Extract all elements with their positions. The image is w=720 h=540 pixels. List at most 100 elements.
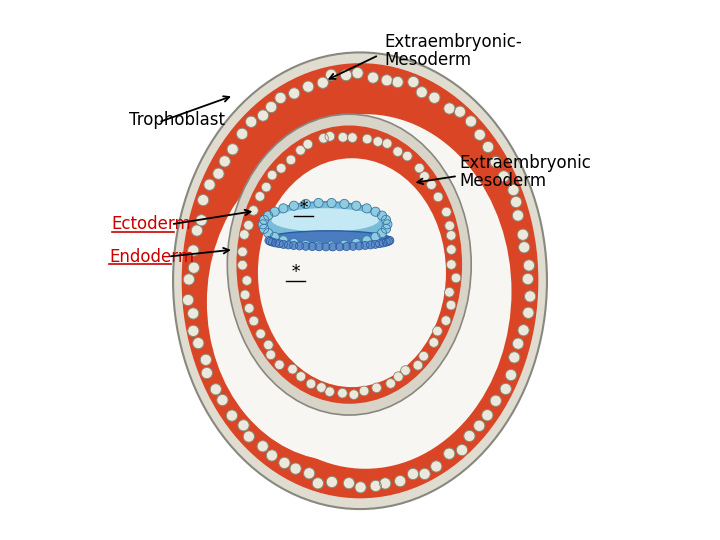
- Circle shape: [302, 242, 310, 251]
- Text: Endoderm: Endoderm: [109, 247, 194, 266]
- Circle shape: [508, 184, 519, 195]
- Circle shape: [377, 228, 387, 238]
- Circle shape: [474, 129, 485, 140]
- Circle shape: [498, 171, 509, 182]
- Circle shape: [187, 308, 199, 319]
- Circle shape: [279, 240, 287, 248]
- Circle shape: [238, 260, 247, 270]
- Circle shape: [371, 232, 380, 241]
- Circle shape: [238, 247, 248, 256]
- Circle shape: [384, 238, 392, 245]
- Circle shape: [325, 69, 337, 80]
- Circle shape: [210, 384, 222, 395]
- Circle shape: [359, 386, 369, 396]
- Circle shape: [393, 147, 402, 157]
- Circle shape: [327, 198, 336, 207]
- Circle shape: [518, 241, 530, 253]
- Ellipse shape: [207, 144, 470, 461]
- Circle shape: [301, 199, 310, 208]
- Circle shape: [329, 243, 337, 251]
- Circle shape: [446, 300, 456, 310]
- Circle shape: [256, 329, 266, 339]
- Circle shape: [301, 240, 310, 249]
- Circle shape: [366, 241, 374, 249]
- Circle shape: [306, 379, 316, 389]
- Circle shape: [325, 387, 335, 396]
- Circle shape: [444, 103, 455, 114]
- Circle shape: [319, 133, 328, 143]
- Text: Extraembryonic: Extraembryonic: [459, 153, 591, 172]
- Circle shape: [500, 383, 511, 395]
- Ellipse shape: [271, 208, 379, 232]
- Circle shape: [490, 157, 501, 168]
- Circle shape: [279, 457, 290, 469]
- Circle shape: [284, 241, 292, 249]
- Circle shape: [201, 367, 212, 379]
- Circle shape: [395, 475, 406, 487]
- Circle shape: [386, 379, 395, 388]
- Circle shape: [270, 232, 279, 241]
- Circle shape: [276, 164, 286, 173]
- Circle shape: [355, 482, 366, 493]
- Circle shape: [510, 197, 522, 208]
- Circle shape: [192, 225, 202, 236]
- Circle shape: [419, 352, 428, 361]
- Circle shape: [258, 220, 267, 229]
- Circle shape: [441, 316, 451, 326]
- Circle shape: [413, 360, 423, 370]
- Circle shape: [289, 238, 299, 247]
- Circle shape: [420, 172, 429, 181]
- Circle shape: [373, 137, 383, 146]
- Circle shape: [381, 75, 392, 86]
- Circle shape: [289, 201, 299, 210]
- Circle shape: [275, 240, 283, 248]
- Circle shape: [226, 410, 238, 421]
- Circle shape: [351, 201, 361, 210]
- Circle shape: [474, 420, 485, 431]
- Circle shape: [446, 245, 456, 254]
- Circle shape: [267, 170, 277, 180]
- Circle shape: [296, 145, 305, 155]
- Circle shape: [382, 215, 391, 225]
- Circle shape: [377, 211, 387, 220]
- Circle shape: [343, 477, 354, 489]
- Circle shape: [379, 239, 387, 247]
- Circle shape: [349, 242, 357, 251]
- Circle shape: [219, 156, 230, 167]
- Circle shape: [266, 238, 274, 245]
- Circle shape: [456, 444, 468, 456]
- Circle shape: [188, 325, 199, 336]
- Circle shape: [257, 441, 269, 452]
- Text: Mesoderm: Mesoderm: [384, 51, 472, 70]
- Ellipse shape: [228, 114, 471, 415]
- Circle shape: [266, 450, 278, 461]
- Circle shape: [419, 468, 431, 480]
- Circle shape: [275, 92, 286, 104]
- Circle shape: [362, 236, 372, 245]
- Circle shape: [338, 388, 347, 398]
- Circle shape: [338, 132, 348, 142]
- Circle shape: [523, 307, 534, 319]
- Circle shape: [351, 238, 361, 247]
- Circle shape: [341, 70, 351, 81]
- Circle shape: [240, 230, 249, 239]
- Circle shape: [408, 76, 419, 87]
- Circle shape: [244, 303, 254, 313]
- Circle shape: [193, 338, 204, 349]
- Circle shape: [394, 372, 403, 382]
- Circle shape: [279, 204, 288, 213]
- Circle shape: [296, 372, 306, 381]
- Circle shape: [408, 468, 418, 480]
- Circle shape: [454, 106, 466, 117]
- Circle shape: [416, 86, 428, 98]
- Circle shape: [271, 239, 279, 247]
- Circle shape: [243, 431, 254, 442]
- Circle shape: [236, 128, 248, 139]
- Circle shape: [382, 139, 392, 148]
- Circle shape: [523, 260, 534, 271]
- Circle shape: [362, 204, 372, 213]
- Circle shape: [279, 236, 288, 245]
- Circle shape: [182, 294, 194, 306]
- Circle shape: [446, 231, 456, 240]
- Circle shape: [508, 352, 520, 363]
